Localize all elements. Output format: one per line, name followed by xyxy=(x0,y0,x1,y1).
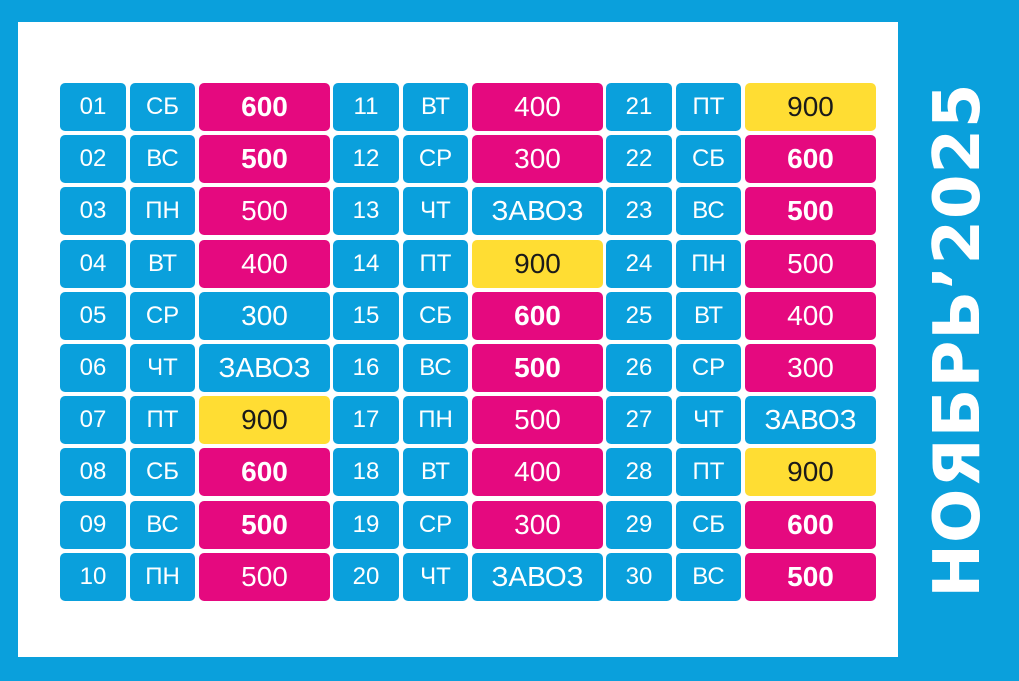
weekday: ПН xyxy=(676,239,741,288)
day-value: 600 xyxy=(472,291,603,340)
day-value: 600 xyxy=(199,448,330,497)
day-number: 21 xyxy=(606,83,672,131)
weekday: ВС xyxy=(130,500,195,549)
day-number: 19 xyxy=(333,500,399,549)
weekday: ВТ xyxy=(403,448,468,497)
day-value: ЗАВОЗ xyxy=(199,344,330,392)
day-number: 22 xyxy=(606,135,672,184)
day-value: 400 xyxy=(472,83,603,131)
day-number: 08 xyxy=(60,448,126,497)
weekday: ПТ xyxy=(676,448,741,497)
weekday: СБ xyxy=(403,291,468,340)
day-number: 30 xyxy=(606,552,672,601)
day-value: 500 xyxy=(745,187,876,236)
weekday: СР xyxy=(403,135,468,184)
day-number: 23 xyxy=(606,187,672,236)
day-number: 14 xyxy=(333,239,399,288)
weekday: СБ xyxy=(676,500,741,549)
weekday: СР xyxy=(130,291,195,340)
weekday: ВТ xyxy=(130,239,195,288)
day-value: 600 xyxy=(199,83,330,131)
day-number: 09 xyxy=(60,500,126,549)
weekday: ПТ xyxy=(130,396,195,445)
day-number: 10 xyxy=(60,552,126,601)
day-value: 500 xyxy=(745,239,876,288)
day-value: 400 xyxy=(199,239,330,288)
day-number: 25 xyxy=(606,291,672,340)
day-number: 26 xyxy=(606,344,672,392)
day-number: 04 xyxy=(60,239,126,288)
day-value: 900 xyxy=(745,448,876,497)
weekday: ПН xyxy=(403,396,468,445)
day-value: 500 xyxy=(745,552,876,601)
day-number: 07 xyxy=(60,396,126,445)
day-number: 24 xyxy=(606,239,672,288)
day-value: 900 xyxy=(199,396,330,445)
weekday: СР xyxy=(676,344,741,392)
day-value: 500 xyxy=(199,135,330,184)
day-number: 12 xyxy=(333,135,399,184)
day-number: 28 xyxy=(606,448,672,497)
weekday: ПТ xyxy=(676,83,741,131)
weekday: СР xyxy=(403,500,468,549)
day-value: 300 xyxy=(472,135,603,184)
day-number: 06 xyxy=(60,344,126,392)
weekday: ЧТ xyxy=(676,396,741,445)
day-number: 18 xyxy=(333,448,399,497)
day-value: 300 xyxy=(472,500,603,549)
day-number: 16 xyxy=(333,344,399,392)
day-value: 400 xyxy=(472,448,603,497)
weekday: ПН xyxy=(130,552,195,601)
weekday: СБ xyxy=(676,135,741,184)
day-number: 15 xyxy=(333,291,399,340)
day-value: 600 xyxy=(745,500,876,549)
day-value: 600 xyxy=(745,135,876,184)
weekday: ВС xyxy=(130,135,195,184)
weekday: ВС xyxy=(676,187,741,236)
weekday: ПТ xyxy=(403,239,468,288)
day-value: 400 xyxy=(745,291,876,340)
day-number: 27 xyxy=(606,396,672,445)
day-value: 500 xyxy=(199,500,330,549)
day-value: ЗАВОЗ xyxy=(472,187,603,236)
day-number: 05 xyxy=(60,291,126,340)
day-number: 01 xyxy=(60,83,126,131)
weekday: ВТ xyxy=(676,291,741,340)
weekday: ВС xyxy=(403,344,468,392)
day-number: 13 xyxy=(333,187,399,236)
month-title: НОЯБРЬ’2025 xyxy=(921,82,995,598)
day-value: 900 xyxy=(472,239,603,288)
day-value: 500 xyxy=(472,344,603,392)
day-number: 11 xyxy=(333,83,399,131)
weekday: СБ xyxy=(130,83,195,131)
weekday: ЧТ xyxy=(130,344,195,392)
day-value: 300 xyxy=(745,344,876,392)
day-value: 500 xyxy=(199,552,330,601)
weekday: ПН xyxy=(130,187,195,236)
day-number: 03 xyxy=(60,187,126,236)
day-value: 500 xyxy=(472,396,603,445)
day-value: 900 xyxy=(745,83,876,131)
day-value: 300 xyxy=(199,291,330,340)
day-number: 17 xyxy=(333,396,399,445)
weekday: ВТ xyxy=(403,83,468,131)
day-value: ЗАВОЗ xyxy=(472,552,603,601)
weekday: ЧТ xyxy=(403,552,468,601)
weekday: СБ xyxy=(130,448,195,497)
day-value: 500 xyxy=(199,187,330,236)
day-value: ЗАВОЗ xyxy=(745,396,876,445)
day-number: 02 xyxy=(60,135,126,184)
day-number: 20 xyxy=(333,552,399,601)
day-number: 29 xyxy=(606,500,672,549)
weekday: ЧТ xyxy=(403,187,468,236)
weekday: ВС xyxy=(676,552,741,601)
